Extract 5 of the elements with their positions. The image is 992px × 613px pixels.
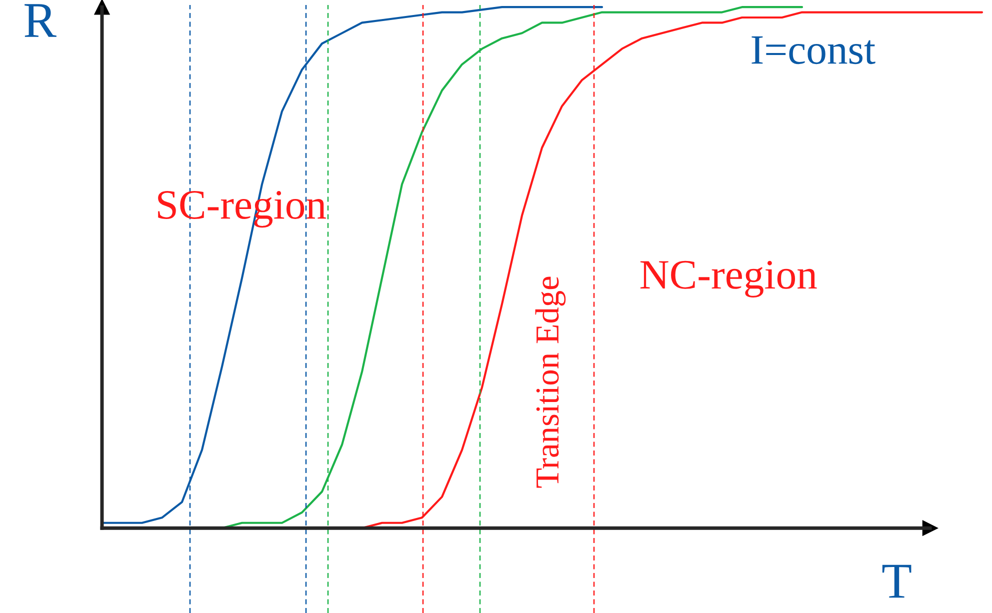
annotation: Transition Edge [535,276,566,488]
y-axis-title: R [24,4,56,37]
annotation: NC-region [640,260,817,298]
x-axis-title: T [882,564,912,598]
annotation: I=const [752,36,876,64]
